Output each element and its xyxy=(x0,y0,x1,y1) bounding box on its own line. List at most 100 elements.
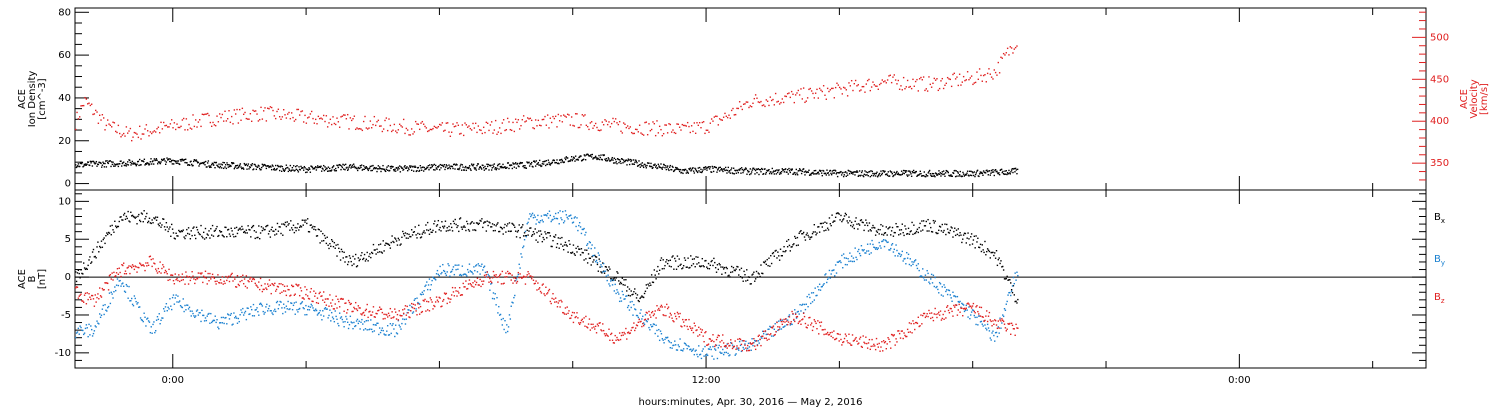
bz-point xyxy=(342,298,344,300)
velocity-point xyxy=(640,132,642,134)
bx-point xyxy=(438,229,440,231)
velocity-point xyxy=(901,89,903,91)
bx-point xyxy=(314,229,317,231)
bx-point xyxy=(847,222,849,224)
bz-point xyxy=(131,264,134,266)
by-point xyxy=(538,221,540,223)
velocity-point xyxy=(436,127,438,129)
density-point xyxy=(820,172,823,174)
bz-point xyxy=(253,278,256,281)
bx-point xyxy=(215,228,217,230)
by-point xyxy=(520,253,522,255)
bz-point xyxy=(228,280,231,283)
bz-point xyxy=(367,316,369,319)
bz-point xyxy=(288,289,290,291)
density-point xyxy=(408,165,411,167)
velocity-point xyxy=(588,128,590,131)
density-point xyxy=(296,169,299,172)
by-point xyxy=(1004,309,1007,311)
bz-point xyxy=(314,292,317,295)
density-point xyxy=(227,166,230,168)
bx-point xyxy=(986,250,988,253)
bz-point xyxy=(501,270,504,273)
density-point xyxy=(235,164,238,167)
bx-point xyxy=(870,230,872,232)
velocity-point xyxy=(998,72,1001,74)
by-point xyxy=(1000,327,1002,329)
density-point xyxy=(121,162,124,165)
by-point xyxy=(691,349,694,351)
velocity-point xyxy=(393,123,396,126)
density-point xyxy=(980,171,983,174)
by-point xyxy=(485,276,488,278)
density-point xyxy=(138,158,141,161)
density-point xyxy=(110,165,112,168)
bz-point xyxy=(280,283,282,285)
bx-point xyxy=(353,263,355,265)
velocity-point xyxy=(658,125,661,128)
bx-point xyxy=(184,237,186,240)
velocity-point xyxy=(646,133,649,136)
bx-point xyxy=(349,257,352,259)
by-point xyxy=(527,221,529,224)
density-point xyxy=(886,174,889,177)
density-point xyxy=(968,175,970,177)
bx-point xyxy=(853,227,856,230)
by-point xyxy=(862,250,864,252)
bz-point xyxy=(502,283,504,285)
velocity-point xyxy=(977,78,979,81)
density-point xyxy=(678,168,680,171)
bz-point xyxy=(158,270,160,273)
density-point xyxy=(816,172,818,175)
velocity-point xyxy=(372,123,374,126)
velocity-point xyxy=(584,114,586,116)
velocity-point xyxy=(398,123,401,125)
density-point xyxy=(132,162,135,164)
by-point xyxy=(532,216,535,219)
by-point xyxy=(487,273,489,276)
velocity-point xyxy=(1001,57,1003,59)
density-point xyxy=(934,172,937,174)
velocity-point xyxy=(390,130,393,133)
bx-point xyxy=(426,221,429,224)
by-point xyxy=(973,314,975,317)
bz-point xyxy=(459,294,462,297)
bz-point xyxy=(244,285,247,288)
bz-point xyxy=(206,283,208,285)
density-point xyxy=(356,169,359,172)
density-point xyxy=(724,166,727,169)
bz-point xyxy=(205,277,208,279)
density-point xyxy=(1004,170,1006,172)
bx-point xyxy=(507,230,510,232)
bx-point xyxy=(210,234,213,236)
density-point xyxy=(975,172,977,174)
velocity-point xyxy=(253,110,256,112)
by-point xyxy=(970,314,972,316)
by-point xyxy=(722,353,725,356)
bx-point xyxy=(896,226,898,228)
velocity-point xyxy=(906,79,909,82)
velocity-point xyxy=(489,124,492,126)
velocity-point xyxy=(432,127,434,130)
bz-point xyxy=(561,301,563,303)
velocity-point xyxy=(625,126,628,129)
density-point xyxy=(514,163,516,165)
density-point xyxy=(739,167,742,170)
by-point xyxy=(429,289,432,291)
by-point xyxy=(297,311,299,313)
velocity-point xyxy=(458,133,461,135)
velocity-point xyxy=(97,122,100,124)
bx-point xyxy=(913,224,915,226)
density-point xyxy=(634,161,636,164)
bx-point xyxy=(455,223,457,226)
density-point xyxy=(850,172,853,175)
by-point xyxy=(797,310,800,313)
velocity-point xyxy=(800,88,802,90)
density-point xyxy=(320,165,322,167)
bz-point xyxy=(97,293,99,295)
bz-point xyxy=(403,308,406,310)
density-point xyxy=(233,167,236,170)
density-point xyxy=(833,172,836,174)
density-point xyxy=(381,168,384,170)
